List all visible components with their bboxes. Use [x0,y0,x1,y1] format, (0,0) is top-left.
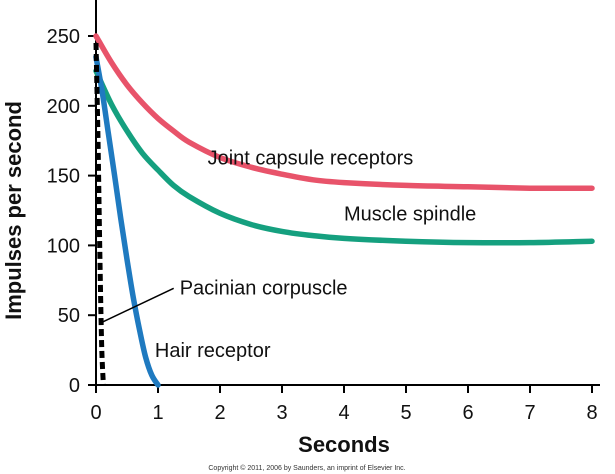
y-ticks: 0 50 100 150 200 250 [47,26,96,397]
x-tick-label: 0 [90,402,101,424]
x-tick-label: 7 [524,402,535,424]
x-tick-label: 2 [214,402,225,424]
x-axis-title: Seconds [298,432,390,457]
copyright-notice: Copyright © 2011, 2006 by Saunders, an i… [208,464,405,472]
x-tick-label: 6 [462,402,473,424]
series-labels: Joint capsule receptors Muscle spindle Pac… [155,147,476,362]
y-tick-label: 100 [47,235,80,257]
hair-receptor-line [93,54,161,388]
series-lines [93,33,595,388]
y-tick-label: 250 [47,26,80,48]
x-tick-label: 3 [276,402,287,424]
axes [95,0,600,386]
hair-receptor-label: Hair receptor [155,340,271,362]
joint-capsule-receptors-label: Joint capsule receptors [208,147,414,169]
x-tick-label: 5 [400,402,411,424]
muscle-spindle-label: Muscle spindle [344,203,476,225]
y-axis-title: Impulses per second [1,101,26,320]
x-tick-label: 4 [338,402,349,424]
muscle-spindle-line [93,68,595,246]
y-tick-label: 0 [69,375,80,397]
pacinian-corpuscle-line [93,42,106,386]
joint-capsule-receptors-line [93,33,595,192]
y-tick-label: 150 [47,166,80,188]
pacinian-corpuscle-label: Pacinian corpuscle [180,277,348,299]
y-tick-label: 200 [47,96,80,118]
x-tick-label: 8 [586,402,597,424]
x-tick-label: 1 [152,402,163,424]
y-tick-label: 50 [58,305,80,327]
pacinian-leader-line [101,287,175,323]
x-ticks: 0 1 2 3 4 5 6 7 8 [90,385,598,424]
